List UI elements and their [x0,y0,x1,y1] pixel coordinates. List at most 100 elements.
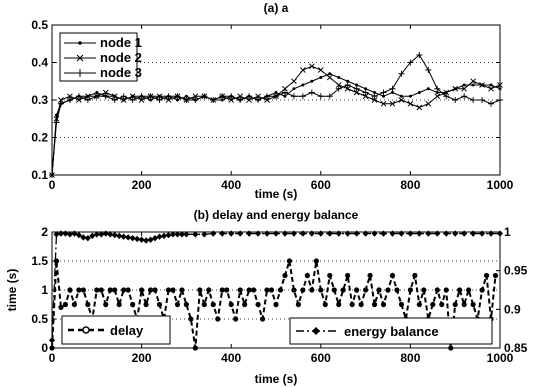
series-node-3-point [479,97,486,103]
series-delay-point [152,287,158,293]
series-delay-point [201,301,207,308]
series-node-3-point [165,93,172,100]
series-energy-balance-point [156,233,163,240]
series-delay-point [371,301,378,308]
series-delay-point [457,287,463,293]
series-delay-point [116,301,122,308]
panel-b-xtick-label: 800 [400,351,420,365]
series-energy-balance-point [125,234,132,241]
series-delay-point [492,272,499,279]
panel-a-xlabel: time (s) [255,187,298,201]
series-delay-point [215,316,221,322]
panel-b-legend-energy: energy balance [289,317,493,345]
series-energy-balance-point [425,230,432,237]
series-node-1-point [462,83,466,87]
panel-b-xtick-label: 1000 [487,351,514,365]
series-node-3-point [246,93,253,100]
series-node-1-point [301,83,305,87]
series-delay-point [259,316,266,322]
series-node-1-point [417,91,421,94]
panel-b: (b) delay and energy balance 0 200 400 600 8… [5,208,528,386]
legend-energy-marker [312,327,320,335]
series-delay-point [398,301,405,308]
panel-b-ylabel: time (s) [5,269,19,312]
series-node-2-point [129,93,136,100]
series-energy-balance-point [299,230,306,237]
series-node-1-point [292,87,296,91]
series-node-2-point [344,85,351,92]
series-delay-point [412,272,418,279]
series-node-3-point [53,119,60,126]
series-node-3-point [255,97,262,103]
series-delay-point [295,301,301,308]
series-delay-point [349,301,355,308]
series-delay-point [439,301,445,308]
series-delay-point [143,301,149,308]
series-energy-balance-point [308,230,315,237]
series-energy-balance-point [98,231,105,238]
series-node-1-point [283,94,287,98]
series-delay-point [210,301,216,308]
series-node-2-point [237,93,243,100]
series-delay-point [376,287,382,293]
series-delay-point [255,301,261,308]
series-node-2-point [380,100,387,107]
panel-b-y2ticks: 0.85 0.9 0.95 1 [496,225,528,355]
series-node-3-point [317,93,324,100]
panel-a-ytick-label: 0.2 [31,131,48,145]
series-delay-point [67,287,73,293]
series-energy-balance-point [66,231,73,238]
series-node-3-point [111,97,118,103]
series-energy-balance-point [255,230,262,237]
legend-delay-label: delay [110,323,144,338]
series-delay-point [479,287,485,293]
series-delay-point [282,272,288,279]
series-delay-point [309,287,315,293]
series-node-3-point [120,93,127,100]
series-delay-point [268,287,275,293]
series-node-2-point [300,67,306,73]
series-node-2-point [58,97,64,103]
series-delay-point [98,287,104,293]
series-node-3-point [57,100,64,107]
series-node-3-point [273,93,279,100]
series-node-3-point [219,93,226,100]
series-energy-balance-point [461,230,468,237]
series-node-3-point [201,93,208,100]
legend-energy-label: energy balance [344,324,439,339]
series-node-1-point [319,76,323,79]
series-delay-point [125,287,131,293]
series-node-2-point [425,100,432,107]
series-node-2-point [291,78,297,85]
series-node-2-point [228,97,235,103]
series-node-3-point [147,93,154,100]
series-node-2-point [255,93,261,100]
series-node-3-point [93,93,100,100]
series-node-3-point [425,67,432,73]
series-delay-point [183,301,189,308]
series-energy-balance-point [335,230,342,237]
legend-node-3-label: node 3 [100,65,142,80]
series-node-1-point [426,87,430,91]
panel-a-xtick-label: 0 [49,178,56,192]
series-energy-balance-point [326,230,333,237]
panel-a-yticks: 0.1 0.2 0.3 0.4 0.5 [31,18,500,182]
series-delay-point [434,287,440,293]
series-energy-balance-point [174,231,181,238]
series-node-3-point [84,97,91,103]
series-node-2-point [407,100,414,107]
series-delay-point [80,287,86,293]
series-energy-balance-point [161,232,167,240]
series-energy-balance-point [264,230,271,237]
series-node-3-point [138,93,145,100]
series-delay-point [430,301,436,308]
series-delay-point [58,304,64,310]
series-node-3-point [434,85,441,92]
panel-b-ytick-label: 0 [41,341,48,355]
panel-b-y2tick-label: 0.95 [504,264,528,278]
panel-b-xtick-label: 600 [311,351,331,365]
series-node-3-point [129,97,136,103]
legend-node-1-label: node 1 [100,35,142,50]
series-energy-balance-point [143,237,150,244]
